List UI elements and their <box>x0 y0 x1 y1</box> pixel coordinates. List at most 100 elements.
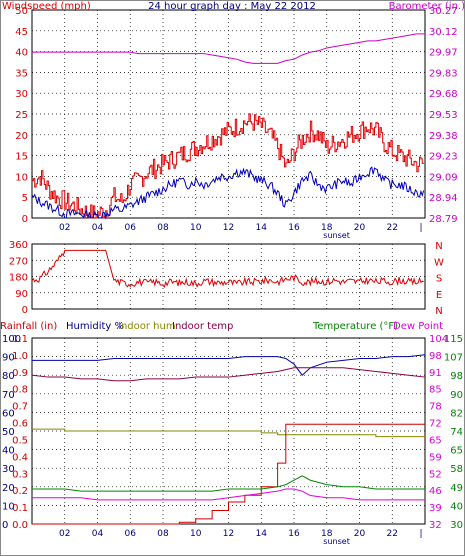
dewpoint-tick-label: 46 <box>429 486 442 497</box>
wind-tick-label: 15 <box>15 152 28 163</box>
temperature-legend-label: Temperature (°F) <box>312 321 398 332</box>
temperature-tick-label: 115 <box>444 334 463 345</box>
direction-tick-label: 180 <box>9 273 28 284</box>
humidity-tick-label: 10 <box>2 501 15 512</box>
wind-x-tick-label: 04 <box>92 223 104 233</box>
wind-sunset-label: sunset <box>323 231 350 240</box>
temperature-tick-label: 107 <box>444 353 463 364</box>
direction-tick-label: 270 <box>9 256 28 267</box>
wind-tick-label: 20 <box>15 131 28 142</box>
dewpoint-tick-label: 91 <box>429 368 442 379</box>
rain-tick-label: 1.1 <box>12 334 28 345</box>
humidity-tick-label: 40 <box>2 446 15 457</box>
baro-tick-label: 28.94 <box>429 193 458 204</box>
baro-tick-label: 28.79 <box>429 214 458 225</box>
dewpoint-tick-label: 78 <box>429 402 442 413</box>
graph-title: 24 hour graph day : May 22 2012 <box>148 1 316 12</box>
climate-x-tick-label: 12 <box>223 529 234 539</box>
wind-tick-label: 40 <box>15 48 28 59</box>
windspeed-axis-label: Windspeed (mph) <box>2 1 91 12</box>
wind-x-tick-label: 12 <box>223 223 234 233</box>
climate-x-tick-label: 16 <box>288 529 300 539</box>
humidity-legend-label: Humidity % <box>66 321 124 332</box>
baro-tick-label: 29.83 <box>429 68 458 79</box>
wind-x-tick-label: 08 <box>157 223 169 233</box>
temperature-tick-label: 98 <box>450 371 463 382</box>
direction-tick-label: 90 <box>15 289 28 300</box>
humidity-tick-label: 90 <box>2 353 15 364</box>
temperature-tick-label: 58 <box>450 464 463 475</box>
wind-x-tick-label: 14 <box>256 223 268 233</box>
wind-x-tick-label: 22 <box>387 223 398 233</box>
wind-tick-label: 30 <box>15 89 28 100</box>
wind-tick-label: 10 <box>15 172 28 183</box>
dewpoint-tick-label: 39 <box>429 503 442 514</box>
wind-x-tick-label: 18 <box>321 223 333 233</box>
indoor-hum-legend-label: Indoor hum <box>118 321 176 332</box>
humidity-tick-label: 80 <box>2 371 15 382</box>
dewpoint-tick-label: 85 <box>429 385 442 396</box>
dewpoint-tick-label: 59 <box>429 452 442 463</box>
average-wind-series-line <box>31 166 425 220</box>
baro-tick-label: 29.23 <box>429 152 458 163</box>
baro-tick-label: 29.97 <box>429 48 458 59</box>
temperature-tick-label: 74 <box>450 427 463 438</box>
rain-tick-label: 0.7 <box>12 402 28 413</box>
baro-tick-label: 29.68 <box>429 89 458 100</box>
temperature-tick-label: 65 <box>450 446 463 457</box>
dewpoint-tick-label: 72 <box>429 419 442 430</box>
indoor-hum-series-line <box>32 428 425 438</box>
compass-label: N <box>435 241 442 252</box>
rain-tick-label: 0.2 <box>12 486 28 497</box>
baro-tick-label: 30.12 <box>429 27 458 38</box>
rain-tick-label: 0.3 <box>12 469 28 480</box>
climate-sunset-label: sunset <box>323 537 350 546</box>
climate-end-mark: | <box>419 529 422 539</box>
indoor-temp-series-line <box>31 367 426 382</box>
rain-tick-label: 0.1 <box>12 503 28 514</box>
wind-tick-label: 25 <box>15 110 28 121</box>
rain-tick-label: 0.9 <box>12 368 28 379</box>
compass-label: S <box>436 274 442 285</box>
temperature-tick-label: 30 <box>450 520 463 531</box>
climate-x-tick-label: 14 <box>256 529 268 539</box>
climate-x-tick-label: 18 <box>321 529 333 539</box>
rainfall-legend-label: Rainfall (in) <box>0 321 57 332</box>
rain-tick-label: 0.4 <box>12 452 28 463</box>
dewpoint-tick-label: 104 <box>429 334 448 345</box>
wind-tick-label: 50 <box>15 6 28 17</box>
humidity-tick-label: 60 <box>2 408 15 419</box>
humidity-tick-label: 20 <box>2 483 15 494</box>
humidity-tick-label: 0 <box>2 520 8 531</box>
wind-tick-label: 5 <box>22 193 28 204</box>
rain-tick-label: 0.8 <box>12 385 28 396</box>
baro-tick-label: 29.53 <box>429 110 458 121</box>
wind-x-tick-label: 20 <box>354 223 366 233</box>
rain-tick-label: 1.0 <box>12 351 28 362</box>
rainfall-series-line <box>32 423 425 525</box>
wind-tick-label: 35 <box>15 68 28 79</box>
climate-x-tick-label: 02 <box>59 529 70 539</box>
wind-x-tick-label: 16 <box>288 223 300 233</box>
baro-tick-label: 29.38 <box>429 131 458 142</box>
dewpoint-tick-label: 98 <box>429 351 442 362</box>
climate-x-tick-label: 08 <box>157 529 169 539</box>
temperature-series-line <box>32 475 425 492</box>
climate-x-tick-label: 20 <box>354 529 366 539</box>
wind-tick-label: 45 <box>15 27 28 38</box>
temperature-tick-label: 49 <box>450 483 463 494</box>
humidity-series-line <box>32 354 426 376</box>
rain-tick-label: 0.5 <box>12 435 28 446</box>
direction-series-line <box>31 249 424 288</box>
wind-end-mark: | <box>419 223 422 233</box>
wind-x-tick-label: 06 <box>125 223 137 233</box>
climate-x-tick-label: 04 <box>92 529 104 539</box>
wind-x-tick-label: 10 <box>190 223 202 233</box>
compass-label: W <box>434 257 444 268</box>
temperature-tick-label: 90 <box>450 390 463 401</box>
indoor-temp-legend-label: Indoor temp <box>172 321 233 332</box>
baro-tick-label: 29.09 <box>429 172 458 183</box>
temperature-tick-label: 82 <box>450 408 463 419</box>
